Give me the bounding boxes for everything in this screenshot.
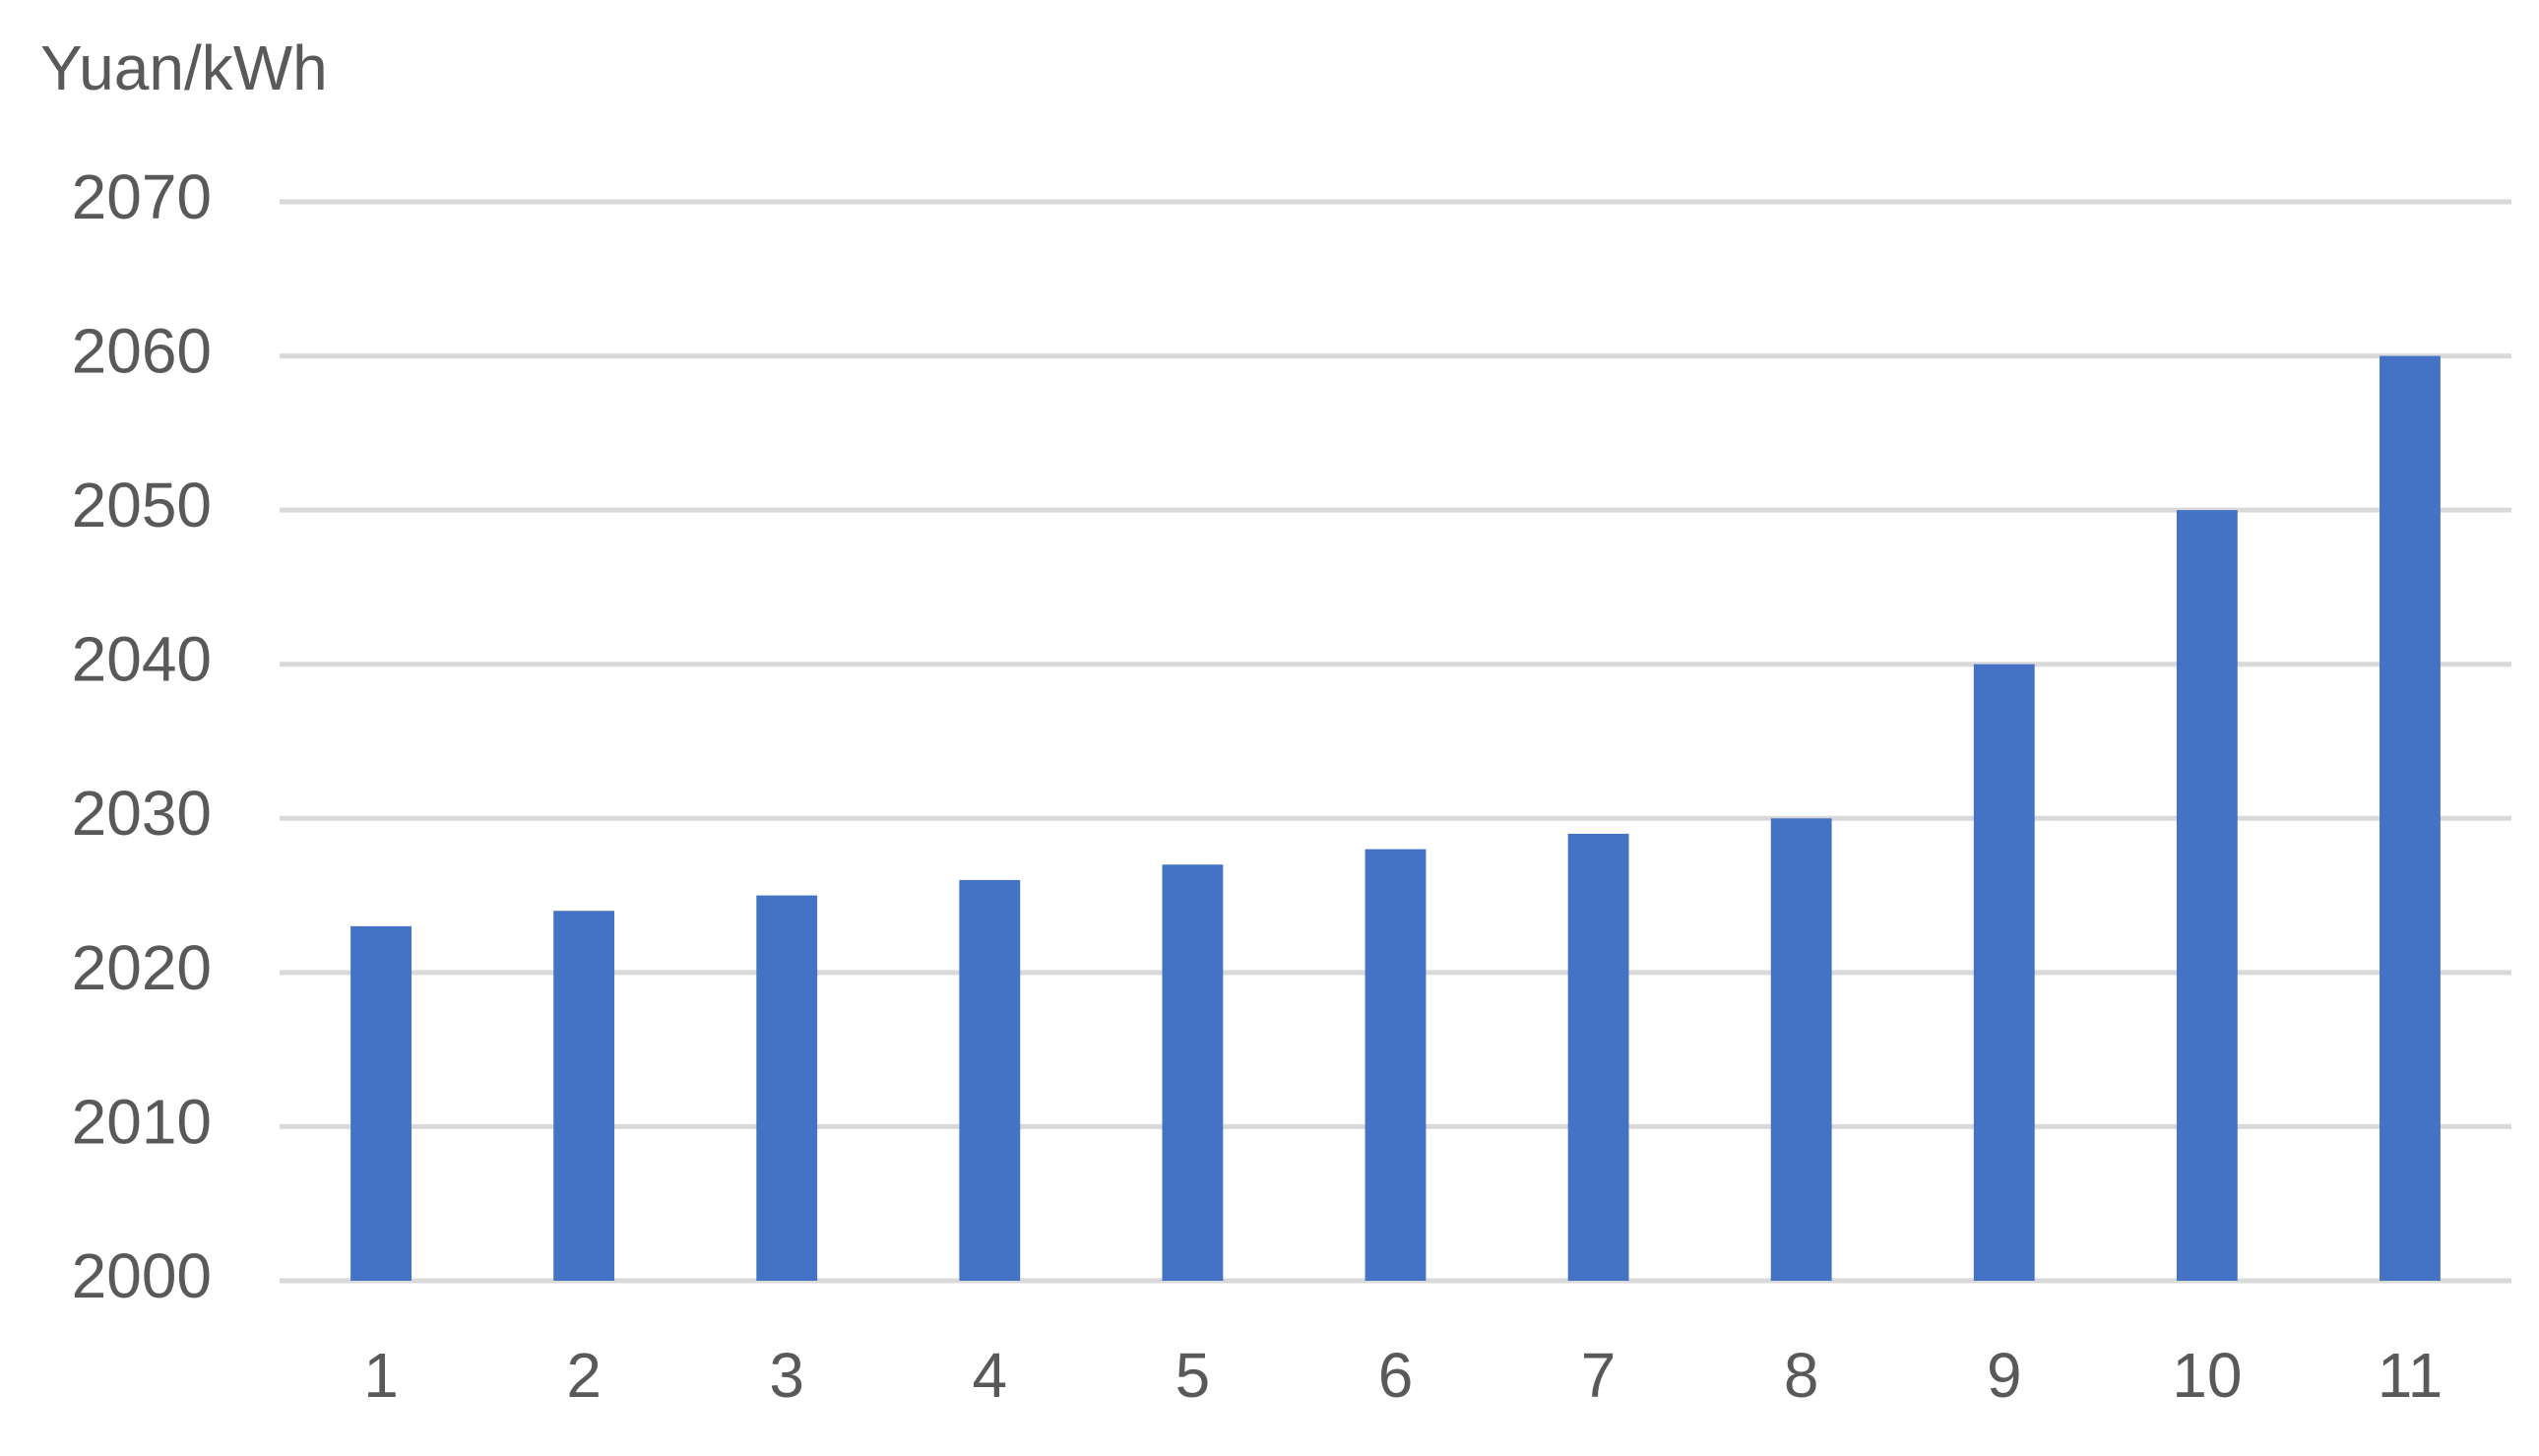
y-tick-label: 2060 (72, 315, 212, 386)
bar (959, 879, 1021, 1281)
y-axis-label: Yuan/kWh (40, 32, 328, 103)
bar (1567, 833, 1629, 1281)
x-tick-label: 3 (769, 1340, 804, 1411)
x-tick-label: 5 (1175, 1340, 1211, 1411)
y-tick-label: 2020 (72, 932, 212, 1003)
bar (553, 911, 615, 1281)
y-tick-label: 2030 (72, 778, 212, 849)
bar (1365, 849, 1427, 1281)
x-tick-label: 1 (363, 1340, 399, 1411)
y-tick-label: 2050 (72, 470, 212, 540)
x-tick-label: 9 (1987, 1340, 2022, 1411)
bar (1973, 664, 2035, 1281)
bar (350, 925, 412, 1281)
x-tick-label: 7 (1581, 1340, 1617, 1411)
y-tick-label: 2070 (72, 161, 212, 232)
y-tick-label: 2000 (72, 1240, 212, 1311)
bar (2380, 355, 2441, 1282)
x-tick-label: 2 (566, 1340, 602, 1411)
x-tick-label: 4 (973, 1340, 1008, 1411)
bar (1162, 864, 1224, 1281)
y-tick-label: 2010 (72, 1086, 212, 1157)
y-tick-label: 2040 (72, 624, 212, 695)
bar (756, 895, 818, 1281)
x-tick-label: 8 (1784, 1340, 1819, 1411)
x-tick-label: 10 (2172, 1340, 2242, 1411)
x-tick-label: 11 (2378, 1340, 2443, 1411)
bar (2176, 510, 2238, 1281)
bar (1770, 818, 1832, 1281)
x-tick-label: 6 (1378, 1340, 1414, 1411)
